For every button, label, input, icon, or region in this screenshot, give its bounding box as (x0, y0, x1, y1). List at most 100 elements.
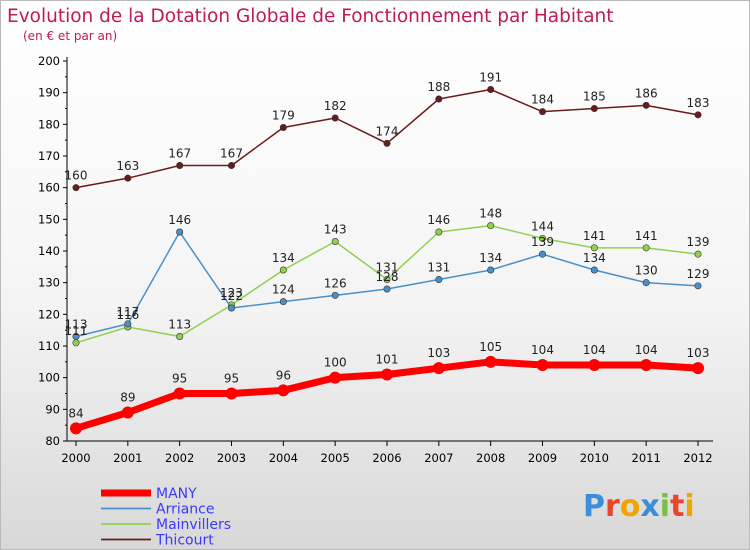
legend-label: Arriance (156, 502, 215, 518)
data-label: 134 (479, 251, 502, 265)
data-point (590, 244, 598, 252)
data-point (487, 222, 495, 230)
data-label: 89 (120, 391, 135, 405)
data-label: 143 (324, 223, 347, 237)
data-label: 186 (635, 86, 658, 100)
y-tick-label: 190 (38, 86, 60, 100)
data-point (383, 275, 391, 283)
chart-subtitle: (en € et par an) (23, 29, 117, 43)
data-label: 167 (168, 147, 191, 161)
data-point (72, 339, 80, 347)
x-tick-label: 2006 (372, 451, 401, 465)
data-label: 184 (531, 93, 554, 107)
data-label: 128 (376, 270, 399, 284)
data-point (72, 332, 80, 340)
data-label: 141 (635, 229, 658, 243)
data-label: 174 (376, 124, 399, 138)
x-tick-label: 2007 (424, 451, 453, 465)
data-label: 130 (635, 264, 658, 278)
data-point (642, 279, 650, 287)
data-point (279, 298, 287, 306)
data-label: 123 (220, 286, 243, 300)
data-label: 104 (583, 343, 606, 357)
data-label: 134 (272, 251, 295, 265)
x-tick-label: 2009 (528, 451, 557, 465)
data-label: 188 (427, 80, 450, 94)
x-tick-label: 2004 (269, 451, 298, 465)
data-label: 144 (531, 219, 554, 233)
y-tick-label: 80 (45, 434, 60, 448)
data-label: 179 (272, 109, 295, 123)
y-tick-label: 140 (38, 244, 60, 258)
data-label: 122 (220, 289, 243, 303)
series-layer (70, 86, 704, 435)
data-point (640, 359, 653, 371)
data-point (435, 275, 443, 283)
y-tick-label: 180 (38, 117, 60, 131)
data-label: 100 (324, 356, 347, 370)
y-tick-label: 130 (38, 276, 60, 290)
data-point (538, 234, 546, 242)
data-point (228, 304, 236, 312)
data-point (435, 228, 443, 236)
data-label: 163 (116, 159, 139, 173)
legend-label: Mainvillers (156, 517, 231, 533)
data-label: 182 (324, 99, 347, 113)
data-point (176, 228, 184, 236)
data-point (383, 139, 391, 147)
data-label: 129 (687, 267, 710, 281)
series-line-thicourt (75, 88, 699, 189)
data-point (538, 250, 546, 258)
data-point (329, 371, 342, 384)
y-tick-label: 160 (38, 181, 60, 195)
x-tick-label: 2011 (632, 451, 661, 465)
x-tick-label: 2003 (217, 451, 246, 465)
data-label: 134 (583, 251, 606, 265)
data-label: 84 (68, 406, 83, 420)
data-point (70, 422, 82, 435)
data-point (536, 359, 549, 371)
data-label: 191 (479, 71, 502, 85)
x-tick-label: 2010 (580, 451, 609, 465)
data-point (225, 387, 238, 400)
y-tick-label: 150 (38, 212, 60, 226)
x-tick-label: 2001 (113, 451, 142, 465)
data-point (642, 244, 650, 252)
x-tick-label: 2005 (321, 451, 350, 465)
data-point (487, 86, 495, 94)
y-tick-label: 100 (38, 371, 60, 385)
data-label: 96 (276, 368, 291, 382)
data-point (173, 387, 186, 400)
data-label: 124 (272, 283, 295, 297)
data-label: 95 (224, 372, 239, 386)
data-point (484, 355, 497, 368)
data-label: 139 (531, 235, 554, 249)
data-label: 126 (324, 276, 347, 290)
x-tick-label: 2000 (61, 451, 90, 465)
legend-label: Thicourt (155, 533, 214, 549)
data-label: 101 (376, 353, 399, 367)
data-point (124, 320, 132, 328)
data-label: 104 (531, 343, 554, 357)
proxiti-logo: Proxiti (583, 489, 695, 524)
data-point (277, 384, 290, 397)
data-point (331, 238, 339, 246)
data-point (121, 406, 134, 419)
data-label: 160 (65, 169, 88, 183)
data-point (692, 362, 704, 375)
y-tick-label: 90 (45, 402, 60, 416)
data-label: 111 (65, 324, 88, 338)
logo-text: Proxiti (583, 489, 695, 524)
data-label: 167 (220, 147, 243, 161)
data-label: 117 (116, 305, 139, 319)
data-point (279, 124, 287, 132)
data-point (694, 111, 702, 119)
y-tick-label: 110 (38, 339, 60, 353)
y-tick-label: 120 (38, 307, 60, 321)
data-label: 104 (635, 343, 658, 357)
data-point (279, 266, 287, 274)
data-point (538, 108, 546, 116)
